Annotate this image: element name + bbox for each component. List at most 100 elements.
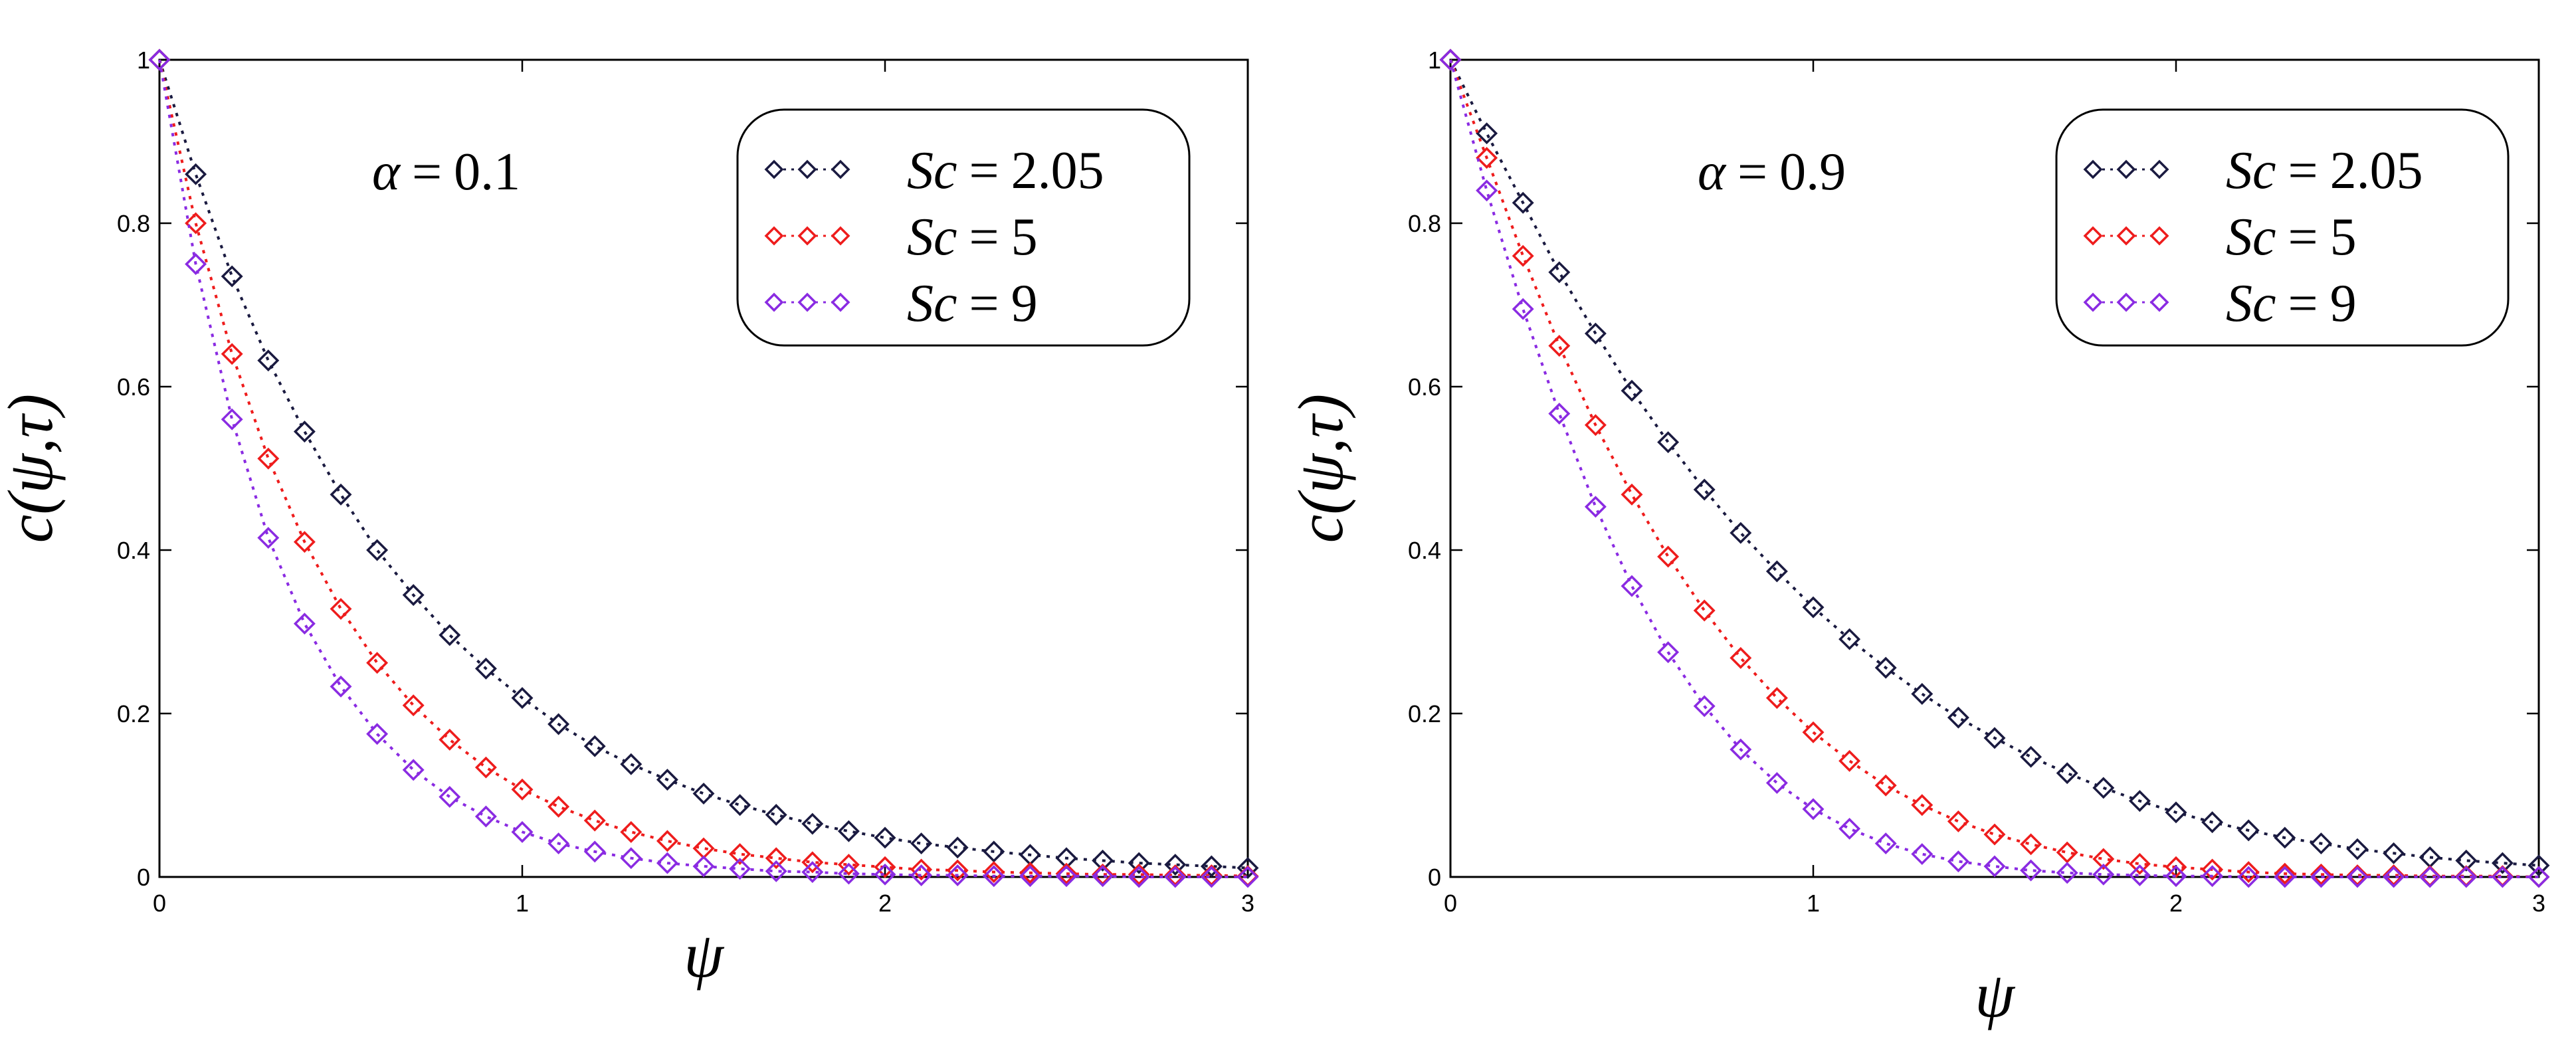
- data-point: [2092, 848, 2115, 870]
- data-point: [221, 265, 243, 288]
- data-point: [2274, 862, 2296, 885]
- y-tick-label: 0.2: [1408, 700, 1441, 727]
- data-point: [1911, 843, 1933, 866]
- data-point: [583, 809, 606, 832]
- data-point: [1911, 683, 1933, 705]
- data-point: [2455, 849, 2478, 872]
- data-point: [656, 830, 678, 852]
- legend-entry-3: Sc = 9: [764, 274, 1038, 333]
- data-point: [1200, 855, 1223, 878]
- legend-marker: [831, 159, 850, 179]
- data-point: [1200, 866, 1223, 888]
- data-point: [874, 863, 896, 886]
- data-point: [983, 861, 1005, 884]
- data-point: [2201, 811, 2224, 834]
- data-point: [2310, 832, 2332, 855]
- data-point: [1548, 403, 1571, 425]
- data-point: [1802, 721, 1825, 743]
- data-point: [620, 820, 643, 843]
- legend-label: Sc = 2.05: [907, 142, 1104, 200]
- legend-marker: [2083, 159, 2103, 179]
- legend-label: Sc = 2.05: [2226, 142, 2423, 200]
- data-point: [1874, 774, 1897, 797]
- data-point: [1019, 865, 1041, 888]
- data-point: [257, 349, 280, 372]
- legend-entry-2: Sc = 5: [764, 208, 1038, 266]
- data-point: [1019, 862, 1041, 884]
- data-point: [1055, 862, 1078, 885]
- data-point: [221, 343, 243, 365]
- series-3: [1439, 48, 2550, 888]
- data-point: [1476, 179, 1498, 202]
- data-point: [2527, 866, 2550, 888]
- legend: Sc = 2.05 Sc = 5 Sc = 9: [736, 108, 1191, 347]
- data-point: [2274, 866, 2296, 888]
- legend-label: Sc = 5: [907, 208, 1038, 266]
- data-point: [1838, 628, 1861, 650]
- legend-value: 5: [2330, 208, 2357, 266]
- data-point: [1621, 379, 1643, 402]
- legend-marker: [764, 292, 784, 312]
- data-point: [2056, 841, 2078, 864]
- data-point: [1128, 866, 1150, 888]
- data-point: [946, 836, 969, 859]
- legend-entry-1: Sc = 2.05: [2083, 142, 2423, 200]
- x-tick-label: 2: [878, 890, 892, 917]
- data-point: [2491, 866, 2514, 888]
- series-1: [148, 48, 1259, 879]
- data-point: [1621, 483, 1643, 506]
- data-point: [2092, 863, 2115, 886]
- data-point: [1584, 496, 1607, 518]
- data-point: [729, 794, 751, 816]
- data-point: [656, 769, 678, 791]
- data-point: [1092, 865, 1114, 888]
- data-point: [1983, 855, 2006, 878]
- data-point: [1947, 810, 1969, 832]
- data-point: [2165, 865, 2187, 888]
- data-point: [729, 843, 751, 866]
- y-tick-label: 0.8: [1408, 210, 1441, 237]
- data-point: [620, 847, 643, 870]
- data-point: [1838, 749, 1861, 772]
- data-point: [2527, 854, 2550, 877]
- legend-symbol: Sc: [907, 274, 957, 333]
- data-point: [1476, 122, 1498, 145]
- data-point: [1765, 560, 1788, 583]
- data-point: [1693, 478, 1716, 501]
- legend-marker: [2083, 292, 2103, 312]
- x-tick-label: 1: [1807, 890, 1820, 917]
- data-point: [1911, 794, 1933, 816]
- legend-entry-2: Sc = 5: [2083, 208, 2357, 266]
- data-point: [185, 253, 207, 275]
- data-point: [511, 820, 534, 843]
- data-point: [874, 826, 896, 849]
- legend-marker: [2116, 159, 2136, 179]
- data-point: [1657, 641, 1680, 664]
- y-tick-label: 1: [1428, 47, 1441, 74]
- y-tick-label: 1: [137, 47, 150, 74]
- data-point: [801, 812, 824, 835]
- data-point: [1237, 856, 1259, 879]
- data-point: [1693, 695, 1716, 717]
- data-point: [2310, 863, 2332, 886]
- data-point: [2237, 819, 2260, 842]
- data-point: [330, 598, 352, 621]
- x-tick-label: 1: [516, 890, 529, 917]
- legend-value: 2.05: [2330, 142, 2423, 200]
- data-point: [1947, 850, 1969, 873]
- series-line: [1449, 59, 2539, 867]
- data-point: [2165, 856, 2187, 878]
- alpha-symbol: α: [1698, 143, 1727, 201]
- data-point: [1983, 727, 2006, 749]
- legend-equals: =: [2288, 274, 2318, 333]
- data-point: [729, 858, 751, 880]
- data-point: [2201, 865, 2224, 888]
- alpha-equals: =: [412, 143, 442, 201]
- data-point: [474, 657, 497, 680]
- data-point: [837, 820, 860, 842]
- legend-box: [2055, 108, 2510, 347]
- data-point: [2383, 866, 2405, 888]
- data-point: [2383, 842, 2405, 864]
